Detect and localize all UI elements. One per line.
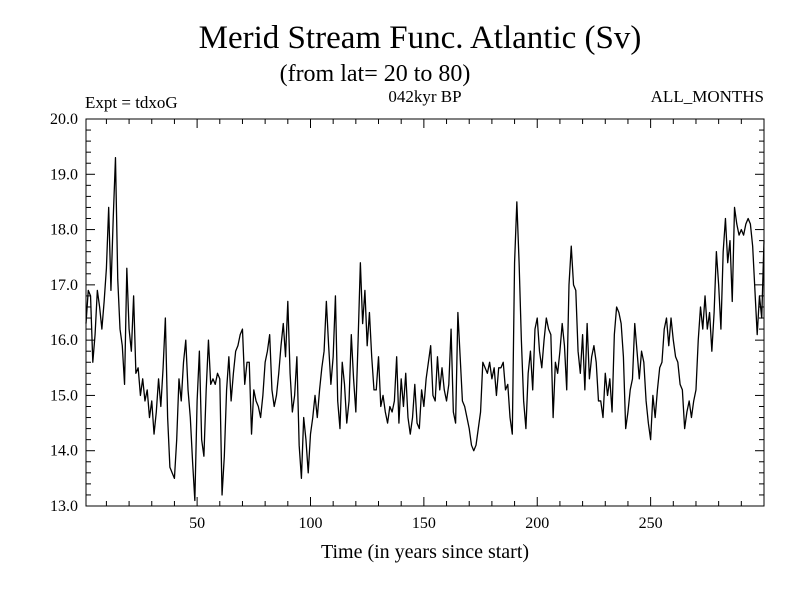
y-tick-label: 13.0: [50, 498, 78, 515]
y-tick-label: 19.0: [50, 166, 78, 183]
annotation-expt: Expt = tdxoG: [85, 93, 178, 112]
x-tick-label: 100: [298, 515, 322, 532]
y-tick-label: 14.0: [50, 443, 78, 460]
annotation-period: 042kyr BP: [388, 87, 461, 106]
x-axis-label: Time (in years since start): [321, 541, 529, 563]
axes: 50 100 150 200 250 13.0 14.0 15.0 16.0 17.0 18.0 19…: [50, 111, 764, 532]
y-tick-label: 17.0: [50, 277, 78, 294]
y-tick-label: 18.0: [50, 222, 78, 239]
x-tick-label: 250: [639, 515, 663, 532]
y-tick-label: 15.0: [50, 387, 78, 404]
x-tick-label: 200: [525, 515, 549, 532]
y-tick-label: 20.0: [50, 111, 78, 128]
annotation-months: ALL_MONTHS: [651, 87, 764, 106]
chart-title: Merid Stream Func. Atlantic (Sv): [199, 20, 642, 56]
x-tick-label: 50: [189, 515, 205, 532]
y-tick-label: 16.0: [50, 332, 78, 349]
plot-frame: [85, 118, 765, 507]
x-tick-label: 150: [412, 515, 436, 532]
series-line: [85, 157, 765, 502]
chart-subtitle: (from lat= 20 to 80): [280, 61, 471, 87]
